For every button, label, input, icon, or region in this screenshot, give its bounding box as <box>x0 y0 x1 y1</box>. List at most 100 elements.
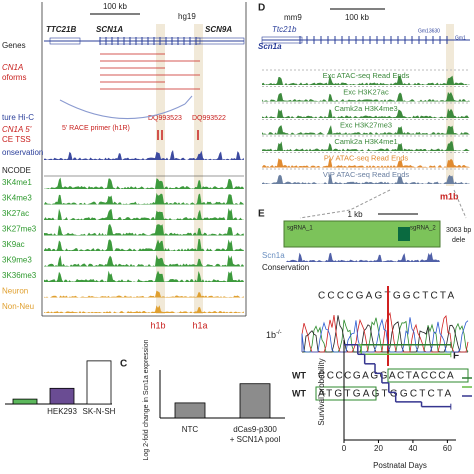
wt-sequence: ATGTGAGTGGCTCTA <box>318 389 453 400</box>
track-label: CN1A <box>2 63 23 72</box>
x-tick-label: HEK293 <box>47 407 77 416</box>
gene-body <box>261 36 303 44</box>
gene-label: Gm13630 <box>418 28 440 34</box>
track-label: CE TSS <box>2 135 31 144</box>
track-label: PV ATAC-seq Read Ends <box>324 153 409 162</box>
track-label: Conservation <box>262 263 309 272</box>
bar <box>86 360 112 405</box>
h1a-highlight <box>194 24 203 314</box>
signal-track <box>44 290 244 298</box>
signal-track <box>44 254 244 267</box>
track-label: Exc H3K27me3 <box>340 120 392 129</box>
panel-letter: D <box>258 3 265 14</box>
signal-track <box>44 193 244 205</box>
scale-label: 100 kb <box>345 13 370 22</box>
wt-label: WT <box>292 388 306 398</box>
bar <box>174 402 206 419</box>
y-axis-label: Survival probability <box>317 358 326 425</box>
signal-track <box>286 252 440 262</box>
track-label: 3K36me3 <box>2 271 37 280</box>
seq-box <box>315 386 377 401</box>
track-label: Scn1a <box>262 251 285 260</box>
chromatogram <box>301 317 469 353</box>
chromatogram <box>302 315 468 353</box>
bar <box>49 387 75 405</box>
genotype: 1b-/- <box>266 330 282 341</box>
gene-body <box>49 37 81 45</box>
promoter-label: m1b <box>440 191 459 201</box>
track-label: onservation <box>2 148 43 157</box>
x-tick-label: 40 <box>408 444 417 453</box>
track-label: 3K9ac <box>2 240 25 249</box>
signal-track <box>44 223 244 236</box>
primer-label: 5' RACE primer (h1R) <box>62 125 130 132</box>
promoter-label: h1b <box>150 320 165 330</box>
guide-label: sgRNA_2 <box>410 226 436 232</box>
m1b-highlight <box>446 24 454 186</box>
track-label: 3K4me1 <box>2 178 32 187</box>
wt-sequence: CCCCGAGGACTACCCA <box>318 371 455 382</box>
track-label: 3K27me3 <box>2 225 37 234</box>
track-label: 3K9me3 <box>2 256 32 265</box>
signal-track <box>44 177 244 189</box>
panel-letter: E <box>258 209 265 220</box>
deletion-label: dele <box>452 237 465 244</box>
track-label: Camk2a H3K4me1 <box>334 137 397 146</box>
accession: DQ993522 <box>192 115 226 122</box>
scale-label: 100 kb <box>103 2 128 11</box>
track-label: 3K27ac <box>2 209 29 218</box>
track-label: NCODE <box>2 166 31 175</box>
wt-label: WT <box>292 370 306 380</box>
x-tick-label: 0 <box>342 444 347 453</box>
track-label: Exc ATAC-seq Read Ends <box>323 71 410 80</box>
track-label: ture Hi-C <box>2 113 34 122</box>
exon <box>398 227 410 241</box>
guide-label: sgRNA_1 <box>287 226 313 232</box>
track-label: oforms <box>2 73 26 82</box>
x-tick-label: dCas9-p300 <box>233 425 277 434</box>
track-label: CN1A 5' <box>2 125 32 134</box>
seq-box <box>387 368 469 383</box>
gene-label: Ttc21b <box>272 25 297 34</box>
signal-track <box>262 125 470 135</box>
signal-track <box>262 91 470 102</box>
deletion-box <box>283 220 441 248</box>
track-label: Exc H3K27ac <box>343 87 389 96</box>
x-tick-label: SK-N-SH <box>83 407 116 416</box>
x-tick-label: + SCN1A pool <box>230 435 281 444</box>
track-label: Non-Neu <box>2 302 34 311</box>
signal-track <box>44 208 244 220</box>
deletion-label: 3063 bp <box>446 227 471 234</box>
genotype-base: 1b <box>266 330 276 340</box>
x-tick-label: 60 <box>443 444 452 453</box>
x-tick-label: NTC <box>182 425 199 434</box>
signal-track <box>44 270 244 282</box>
x-axis-label: Postnatal Days <box>373 461 427 470</box>
track-label: 3K4me3 <box>2 194 32 203</box>
signal-track <box>262 158 470 168</box>
accession: DQ993523 <box>148 115 182 122</box>
bar <box>239 383 271 419</box>
track-label: Neuron <box>2 287 28 296</box>
chromatogram <box>301 311 469 353</box>
h1b-highlight <box>156 24 165 314</box>
signal-track <box>262 174 470 184</box>
hic-arc <box>59 99 186 119</box>
signal-track <box>44 305 244 313</box>
panel-letter: C <box>120 359 127 370</box>
signal-track <box>262 75 470 85</box>
bar <box>12 398 38 405</box>
sequence: CCCCGAGTGGCTCTA <box>318 291 456 302</box>
assembly: hg19 <box>178 12 196 21</box>
signal-track <box>262 141 470 151</box>
scale-label: 1 kb <box>347 210 363 219</box>
gene-label: Scn1a <box>258 42 282 51</box>
promoter-label: h1a <box>192 320 207 330</box>
zoom-line <box>453 189 467 219</box>
gene-label: TTC21B <box>46 25 76 34</box>
genotype-sup: -/- <box>276 330 282 336</box>
gene-label: SCN9A <box>205 25 232 34</box>
signal-track <box>44 150 244 160</box>
panel-letter: F <box>453 351 459 362</box>
